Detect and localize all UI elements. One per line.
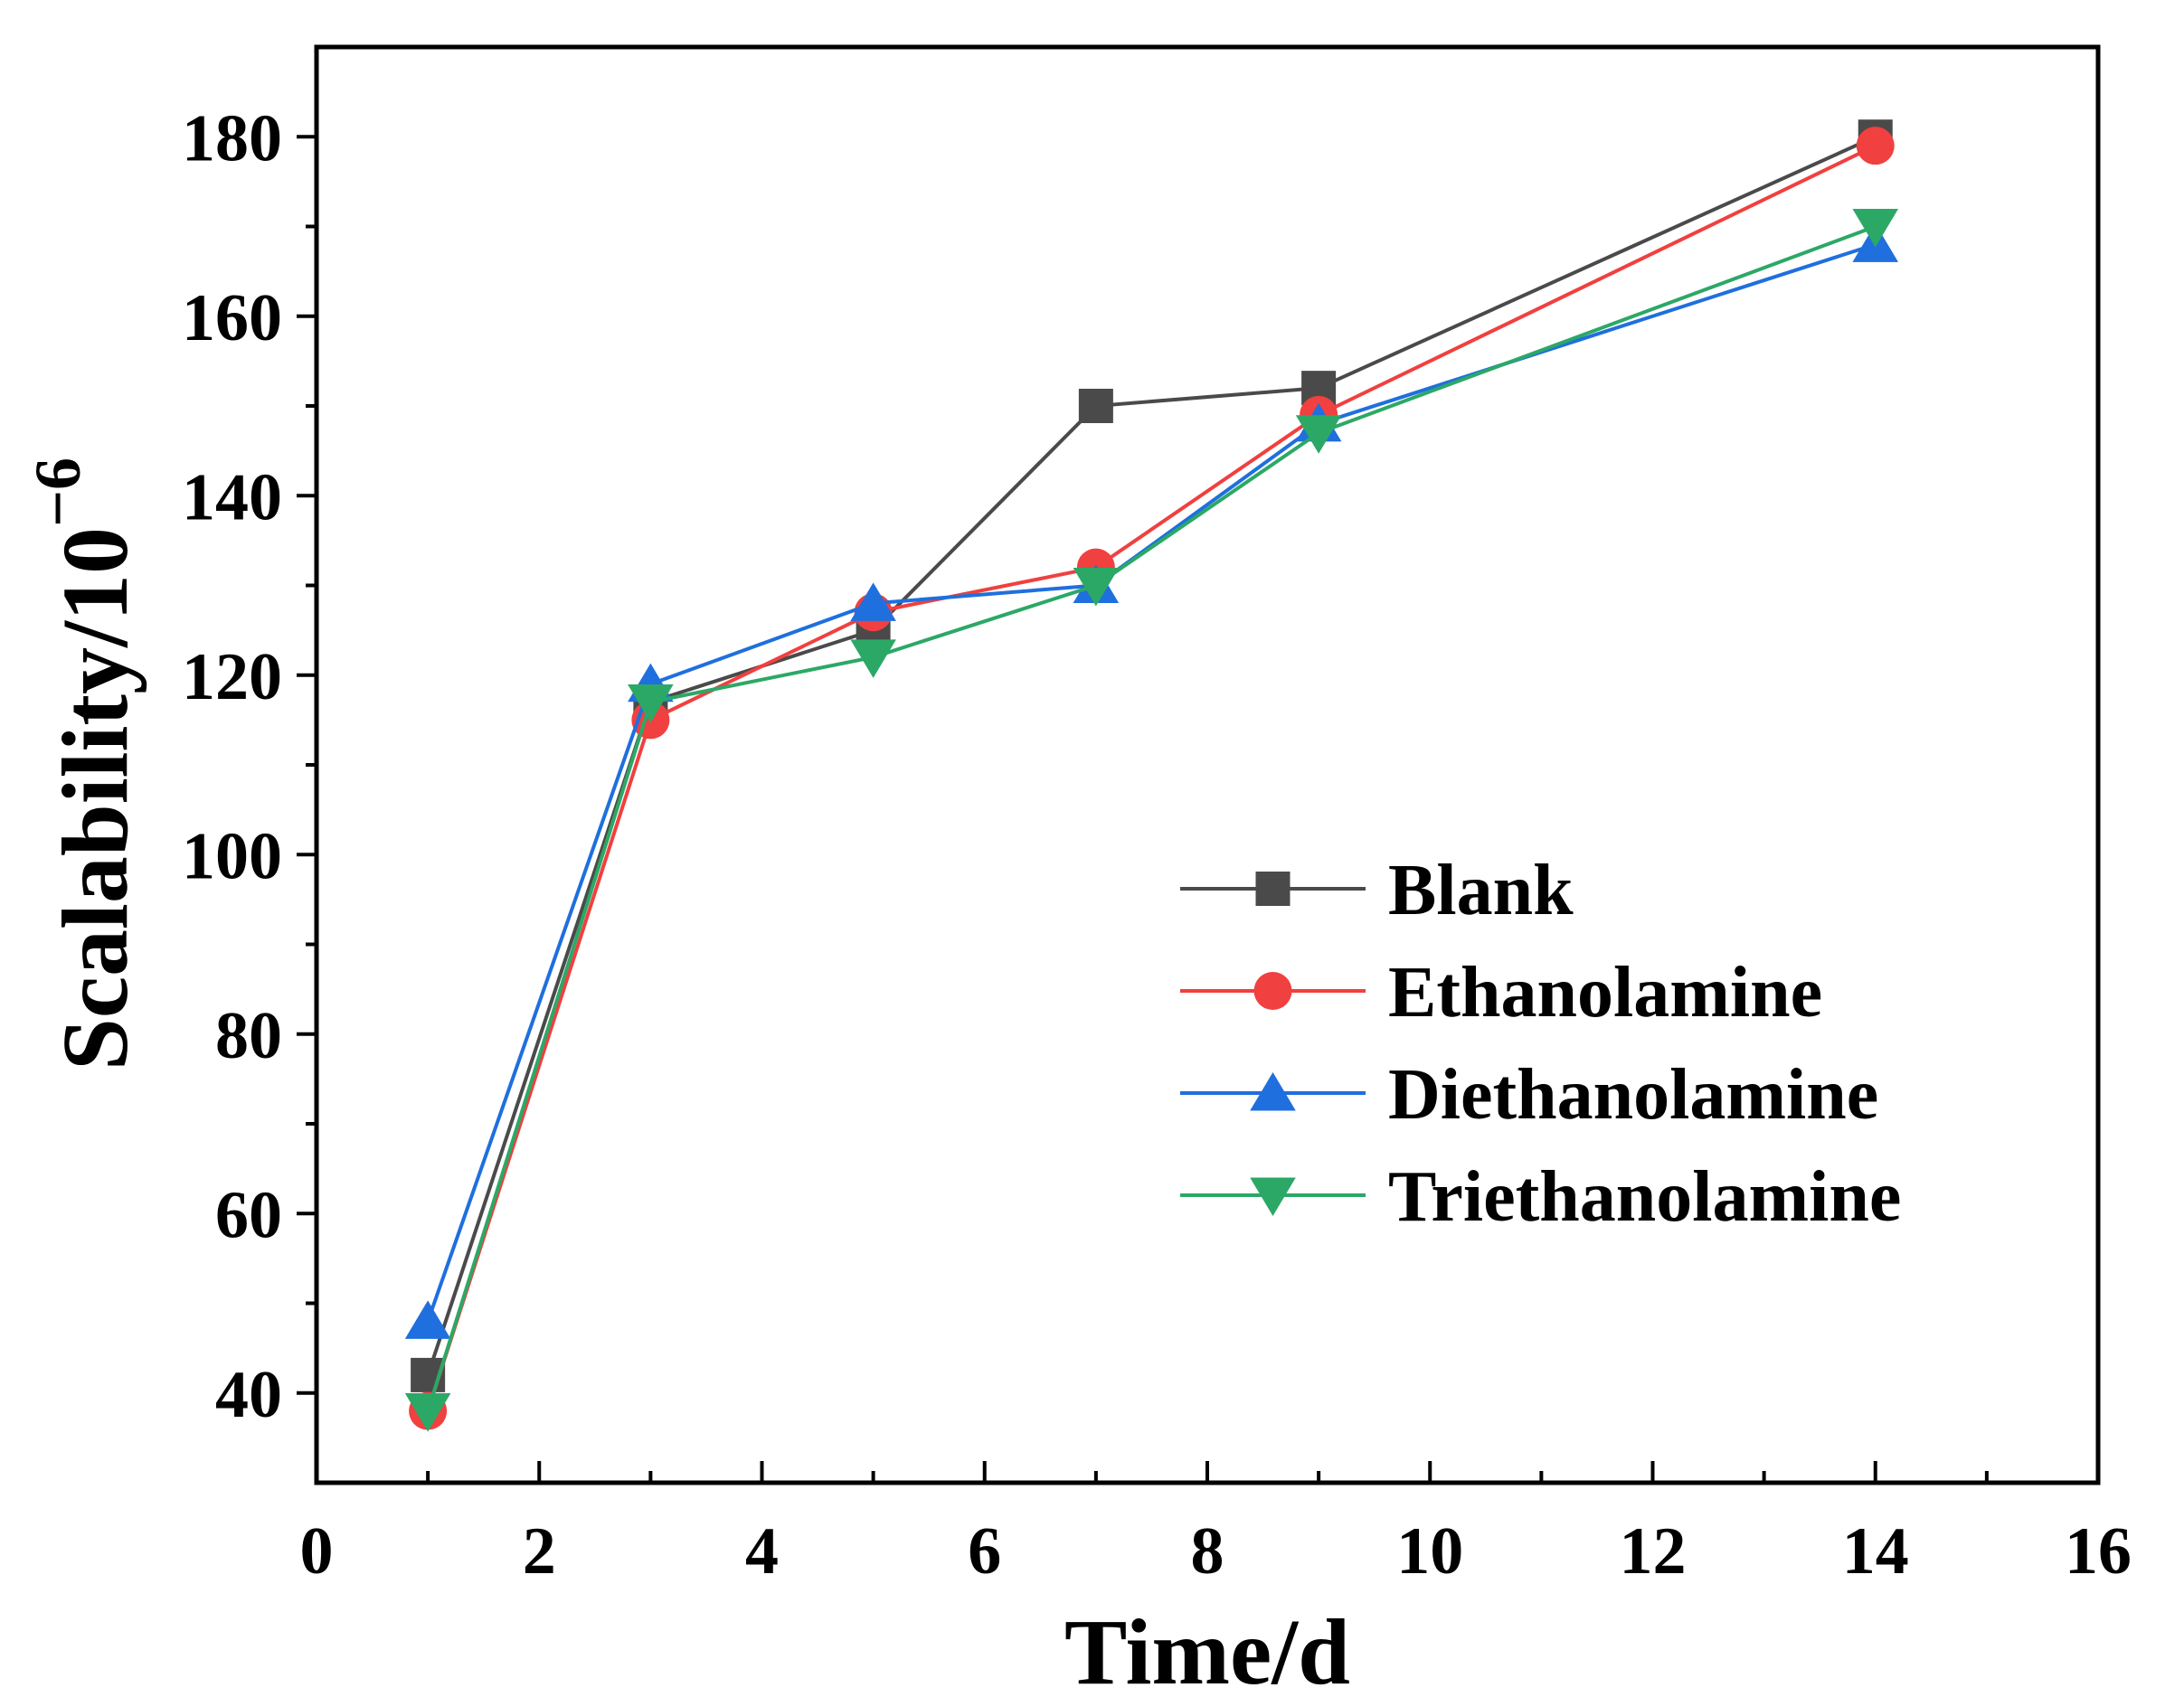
data-point-diethanolamine	[404, 1300, 451, 1339]
legend: Blank Ethanolamine Diethanolamine Triethano…	[1180, 851, 1901, 1237]
data-point-triethanolamine	[1073, 567, 1120, 607]
data-point-triethanolamine	[404, 1393, 451, 1432]
x-tick-label: 10	[1396, 1514, 1463, 1589]
data-point-triethanolamine	[1852, 208, 1899, 248]
legend-marker	[1255, 872, 1291, 906]
legend-label: Blank	[1388, 851, 1574, 930]
data-point-blank	[1078, 389, 1113, 423]
legend-item-blank: Blank	[1180, 851, 1574, 930]
legend-marker	[1253, 972, 1292, 1010]
data-point-ethanolamine	[1856, 127, 1895, 165]
y-tick-label: 100	[182, 819, 282, 893]
x-tick-label: 12	[1620, 1514, 1687, 1589]
y-axis-title: Scalability/10−6	[22, 457, 147, 1070]
y-tick-label: 120	[182, 640, 282, 714]
y-tick-label: 60	[215, 1178, 282, 1252]
series-triethanolamine	[404, 208, 1899, 1432]
y-tick-label: 140	[182, 460, 282, 534]
y-tick-label: 40	[215, 1358, 282, 1432]
x-tick-label: 6	[968, 1514, 1001, 1589]
series-layer	[404, 119, 1899, 1432]
data-point-triethanolamine	[850, 639, 896, 678]
legend-marker	[1250, 1072, 1296, 1111]
x-tick-label: 16	[2065, 1514, 2132, 1589]
legend-label: Ethanolamine	[1388, 953, 1822, 1032]
legend-item-diethanolamine: Diethanolamine	[1180, 1055, 1878, 1135]
series-line-triethanolamine	[426, 224, 1877, 1412]
y-tick-label: 180	[182, 101, 282, 175]
x-tick-label: 14	[1842, 1514, 1909, 1589]
data-point-diethanolamine	[850, 582, 896, 621]
series-line-diethanolamine	[426, 242, 1877, 1323]
y-tick-label: 80	[215, 999, 282, 1073]
data-point-triethanolamine	[628, 684, 674, 723]
series-line-ethanolamine	[426, 144, 1877, 1412]
legend-item-ethanolamine: Ethanolamine	[1180, 953, 1822, 1032]
legend-item-triethanolamine: Triethanolamine	[1180, 1157, 1901, 1237]
plot-frame	[314, 44, 2101, 1485]
x-tick-label: 8	[1191, 1514, 1224, 1589]
x-tick-label: 4	[745, 1514, 779, 1589]
data-point-triethanolamine	[1295, 415, 1342, 454]
x-axis-title: Time/d	[1064, 1600, 1350, 1697]
y-axis-title-exponent: −6	[22, 457, 94, 527]
ticks-layer: 0 2 4 6 8 10 12 14 16 40 60 80 100 120 140 160 180	[182, 101, 2132, 1589]
legend-label: Triethanolamine	[1388, 1157, 1901, 1237]
legend-marker	[1250, 1177, 1296, 1216]
x-tick-label: 0	[300, 1514, 334, 1589]
y-tick-label: 160	[182, 281, 282, 355]
y-axis-title-base: Scalability/10	[43, 527, 147, 1070]
legend-label: Diethanolamine	[1388, 1055, 1878, 1135]
x-tick-label: 2	[523, 1514, 556, 1589]
